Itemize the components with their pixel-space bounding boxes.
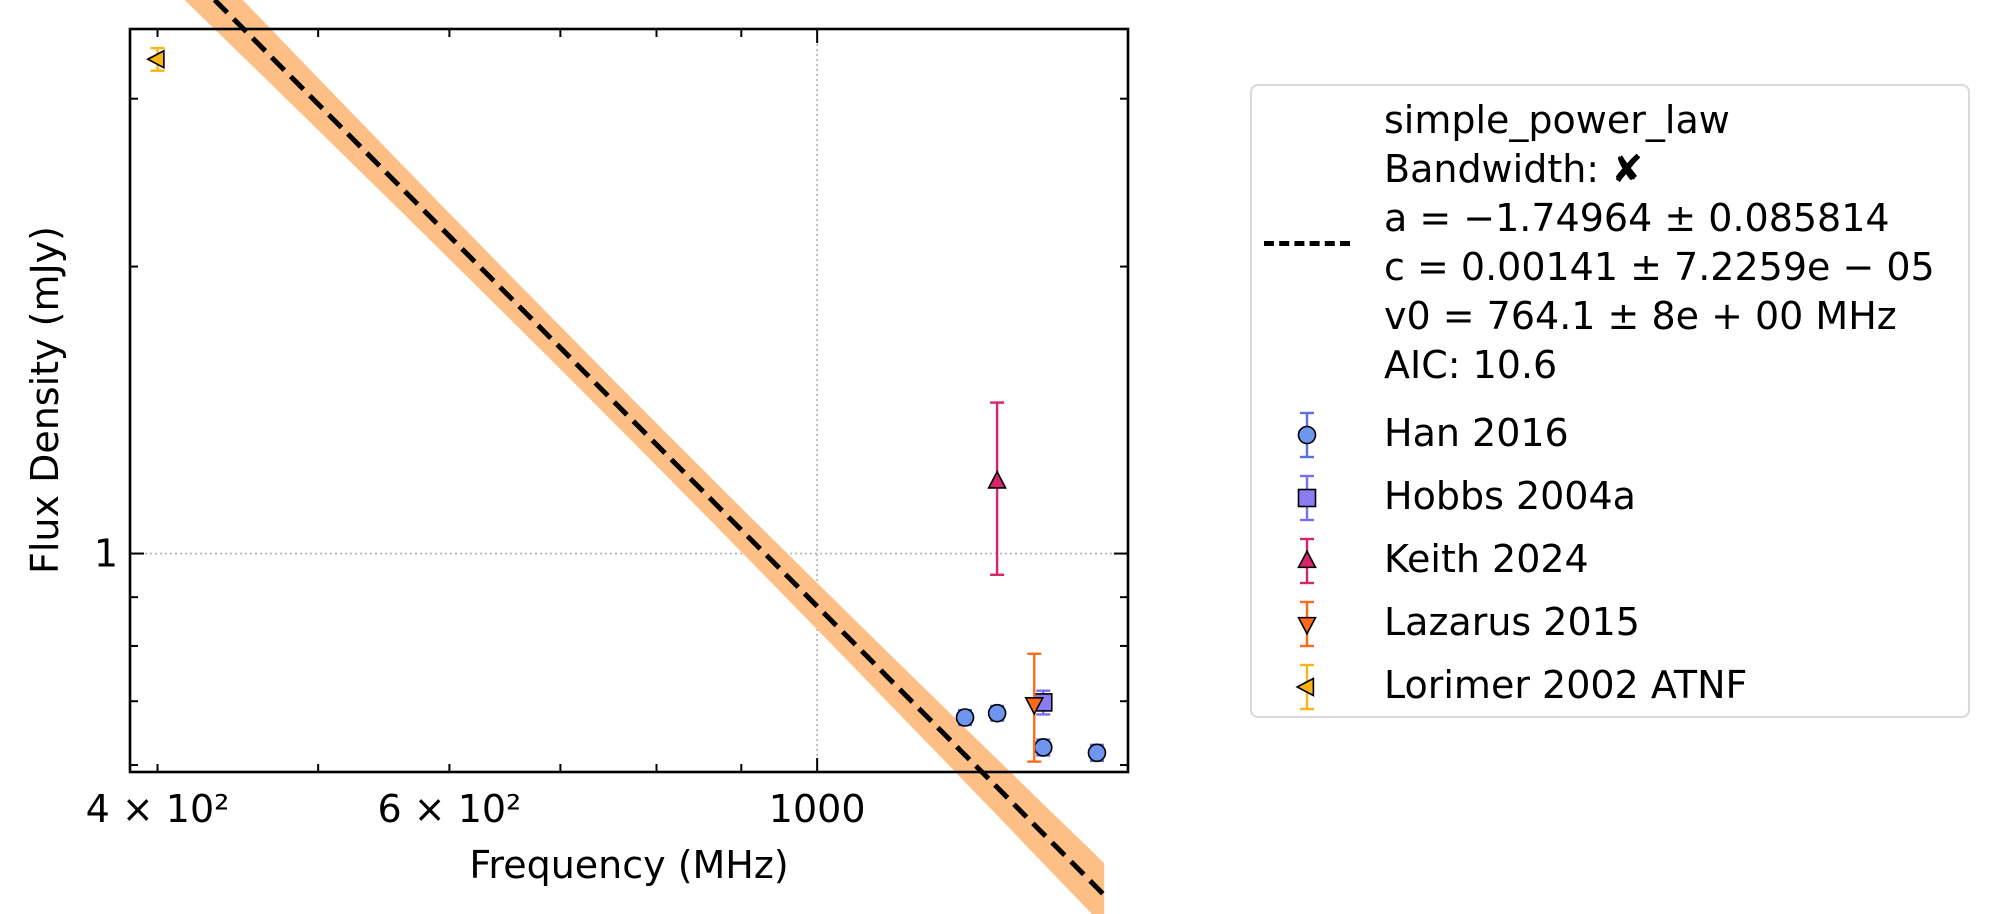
- fit-line-layer: [211, 0, 1106, 897]
- y-tick-label: 1: [94, 532, 118, 576]
- plot-frame: [128, 27, 1130, 774]
- fit-uncertainty-band: [184, 0, 1105, 914]
- legend-label: Keith 2024: [1384, 537, 1589, 581]
- data-point: [987, 703, 1007, 723]
- fit-line-sample: [1264, 241, 1350, 246]
- legend-item: Han 2016: [1252, 405, 1952, 465]
- series-keith-2024: [987, 401, 1007, 576]
- fit-bandwidth: Bandwidth: ✘: [1384, 145, 1935, 194]
- legend-item: Hobbs 2004a: [1252, 468, 1952, 528]
- legend-marker-shape: [1297, 549, 1317, 569]
- series-lorimer-2002-atnf: [146, 46, 165, 72]
- x-axis-label: Frequency (MHz): [469, 843, 788, 887]
- x-tick-label: 4 × 10²: [86, 787, 230, 831]
- grid-layer: [130, 29, 1128, 772]
- x-tick-label: 1000: [769, 787, 866, 831]
- data-point: [955, 708, 975, 727]
- fit-band-layer: [184, 0, 1105, 914]
- points-layer: [146, 46, 1107, 763]
- fit-summary: simple_power_law Bandwidth: ✘ a = −1.749…: [1384, 96, 1935, 390]
- legend-label: Lazarus 2015: [1384, 600, 1640, 644]
- legend-marker: [1297, 537, 1317, 585]
- legend-label: Hobbs 2004a: [1384, 474, 1636, 518]
- legend: simple_power_law Bandwidth: ✘ a = −1.749…: [1250, 84, 1970, 718]
- cross-mark-icon: ✘: [1611, 147, 1644, 191]
- legend-marker: [1295, 663, 1315, 711]
- ticks-layer: 4 × 10² 6 × 10² 1000 1: [86, 29, 1128, 831]
- series-han-2016: [955, 703, 1107, 763]
- y-axis-label: Flux Density (mJy): [23, 226, 67, 574]
- legend-marker: [1297, 411, 1317, 459]
- data-point: [1087, 743, 1107, 763]
- fit-bandwidth-label: Bandwidth:: [1384, 147, 1600, 191]
- fit-param-a: a = −1.74964 ± 0.085814: [1384, 196, 1890, 240]
- legend-marker-shape: [1295, 677, 1315, 697]
- fit-model-name: simple_power_law: [1384, 98, 1730, 142]
- legend-item: Lazarus 2015: [1252, 594, 1952, 654]
- series-lazarus-2015: [1024, 652, 1045, 763]
- fit-line: [211, 0, 1106, 897]
- data-point: [987, 470, 1007, 489]
- legend-marker-shape: [1297, 488, 1317, 508]
- legend-marker: [1297, 474, 1317, 522]
- data-point: [1024, 697, 1045, 716]
- legend-label: Lorimer 2002 ATNF: [1384, 663, 1748, 707]
- x-tick-label: 6 × 10²: [378, 787, 522, 831]
- fit-aic: AIC: 10.6: [1384, 343, 1558, 387]
- legend-label: Han 2016: [1384, 411, 1569, 455]
- legend-item: Keith 2024: [1252, 531, 1952, 591]
- legend-marker-shape: [1297, 616, 1317, 636]
- fit-param-c: c = 0.00141 ± 7.2259e − 05: [1384, 245, 1935, 289]
- legend-marker-shape: [1297, 425, 1317, 445]
- data-point: [146, 49, 165, 70]
- legend-item: Lorimer 2002 ATNF: [1252, 657, 1952, 717]
- fit-param-v0: v0 = 764.1 ± 8e + 00 MHz: [1384, 294, 1897, 338]
- legend-marker: [1297, 600, 1317, 648]
- data-point: [1033, 738, 1053, 757]
